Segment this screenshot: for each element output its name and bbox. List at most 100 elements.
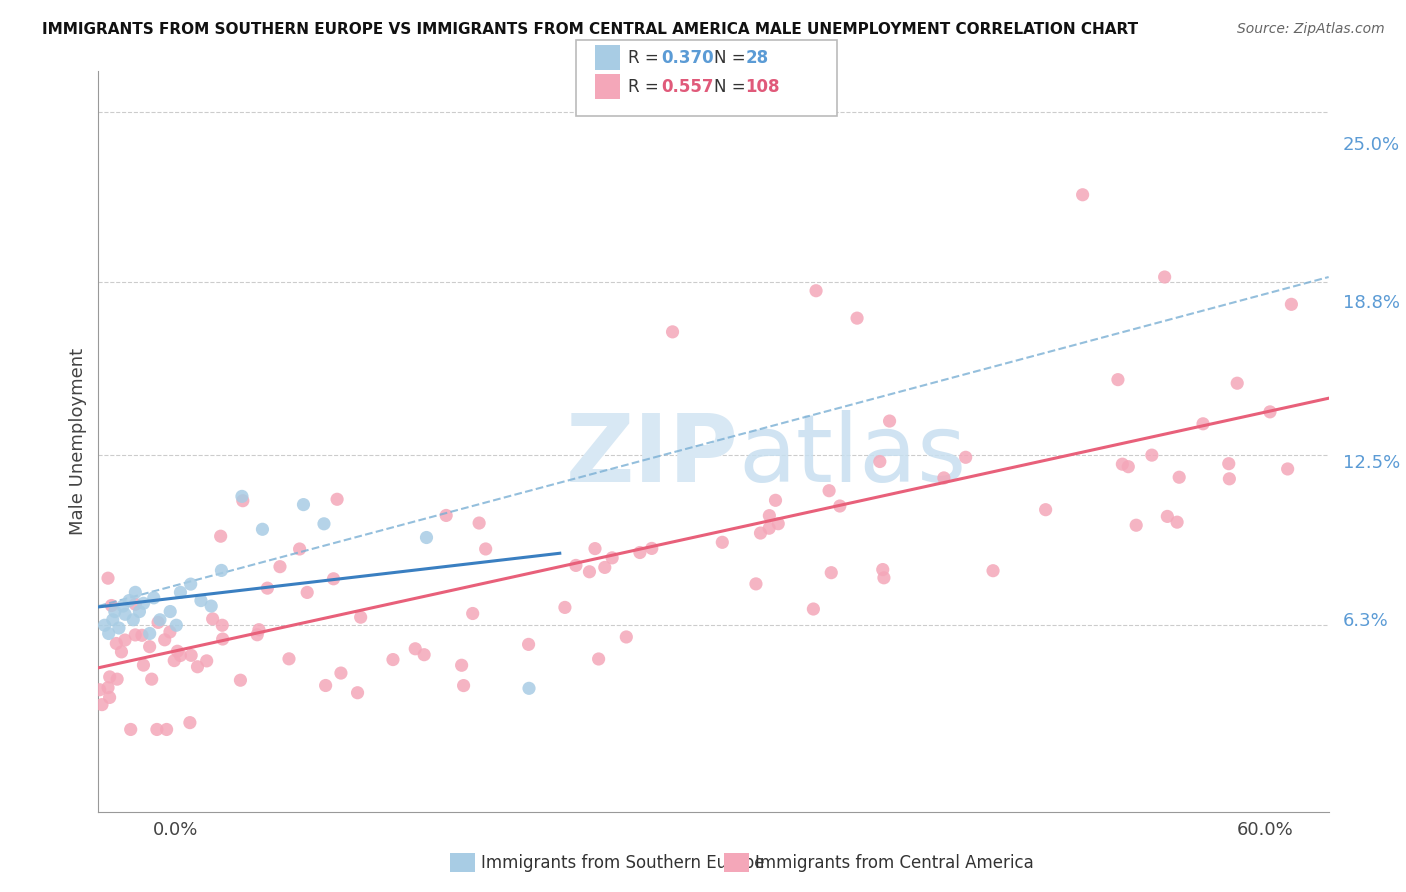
Point: [108, 621, 131, 635]
Point: [981, 564, 1004, 578]
Point: [1156, 509, 1178, 524]
Point: [141, 672, 163, 686]
Point: [1107, 373, 1129, 387]
Point: [450, 658, 472, 673]
Point: [118, 593, 141, 607]
Point: [869, 454, 891, 468]
Point: [169, 648, 191, 663]
Point: [252, 522, 274, 536]
Point: [269, 559, 291, 574]
Point: [132, 596, 155, 610]
Point: [745, 577, 768, 591]
Point: [1277, 462, 1299, 476]
Point: [101, 613, 124, 627]
Point: [1279, 297, 1302, 311]
Point: [873, 571, 896, 585]
Point: [628, 545, 651, 559]
Point: [247, 623, 270, 637]
Point: [166, 644, 188, 658]
Point: [955, 450, 977, 465]
Point: [105, 636, 128, 650]
Point: [758, 508, 780, 523]
Point: [112, 599, 135, 613]
Point: [474, 541, 496, 556]
Point: [128, 605, 150, 619]
Point: [131, 628, 153, 642]
Text: IMMIGRANTS FROM SOUTHERN EUROPE VS IMMIGRANTS FROM CENTRAL AMERICA MALE UNEMPLOY: IMMIGRANTS FROM SOUTHERN EUROPE VS IMMIG…: [42, 22, 1139, 37]
Point: [98, 690, 121, 705]
Point: [329, 666, 352, 681]
Point: [149, 613, 172, 627]
Point: [588, 652, 610, 666]
Point: [749, 526, 772, 541]
Point: [98, 670, 121, 684]
Text: 25.0%: 25.0%: [1343, 136, 1400, 154]
Point: [246, 628, 269, 642]
Text: ZIP: ZIP: [565, 410, 738, 502]
Point: [97, 626, 120, 640]
Point: [1071, 187, 1094, 202]
Point: [565, 558, 588, 573]
Point: [468, 516, 491, 530]
Point: [120, 723, 142, 737]
Point: [89, 682, 111, 697]
Point: [232, 493, 254, 508]
Point: [614, 630, 637, 644]
Point: [661, 325, 683, 339]
Point: [1140, 448, 1163, 462]
Point: [413, 648, 436, 662]
Point: [1192, 417, 1215, 431]
Point: [180, 648, 202, 663]
Point: [415, 531, 437, 545]
Text: 12.5%: 12.5%: [1343, 454, 1400, 472]
Point: [146, 723, 169, 737]
Point: [288, 541, 311, 556]
Point: [1258, 405, 1281, 419]
Point: [765, 493, 787, 508]
Text: N =: N =: [714, 48, 751, 67]
Point: [818, 483, 841, 498]
Point: [100, 599, 122, 613]
Point: [803, 602, 825, 616]
Point: [1218, 457, 1240, 471]
Text: Source: ZipAtlas.com: Source: ZipAtlas.com: [1237, 22, 1385, 37]
Point: [114, 633, 136, 648]
Point: [600, 550, 623, 565]
Point: [200, 599, 222, 613]
Point: [828, 499, 851, 513]
Text: 108: 108: [745, 78, 780, 96]
Point: [1035, 502, 1057, 516]
Text: Immigrants from Central America: Immigrants from Central America: [755, 855, 1033, 872]
Point: [346, 686, 368, 700]
Point: [292, 498, 315, 512]
Point: [758, 521, 780, 535]
Point: [138, 626, 160, 640]
Point: [132, 658, 155, 673]
Point: [1111, 457, 1133, 471]
Point: [326, 492, 349, 507]
Text: 60.0%: 60.0%: [1237, 821, 1294, 838]
Point: [153, 632, 176, 647]
Text: 0.557: 0.557: [661, 78, 713, 96]
Point: [110, 645, 132, 659]
Text: 0.370: 0.370: [661, 48, 713, 67]
Point: [1125, 518, 1147, 533]
Point: [105, 672, 128, 686]
Point: [711, 535, 734, 549]
Point: [93, 618, 115, 632]
Text: atlas: atlas: [738, 410, 966, 502]
Point: [578, 565, 600, 579]
Point: [641, 541, 664, 556]
Point: [186, 659, 208, 673]
Text: 18.8%: 18.8%: [1343, 294, 1400, 312]
Point: [593, 560, 616, 574]
Point: [846, 311, 869, 326]
Point: [434, 508, 457, 523]
Point: [122, 613, 145, 627]
Point: [1226, 376, 1249, 391]
Point: [159, 624, 181, 639]
Point: [114, 607, 136, 622]
Point: [104, 605, 127, 619]
Point: [1116, 459, 1139, 474]
Text: Immigrants from Southern Europe: Immigrants from Southern Europe: [481, 855, 765, 872]
